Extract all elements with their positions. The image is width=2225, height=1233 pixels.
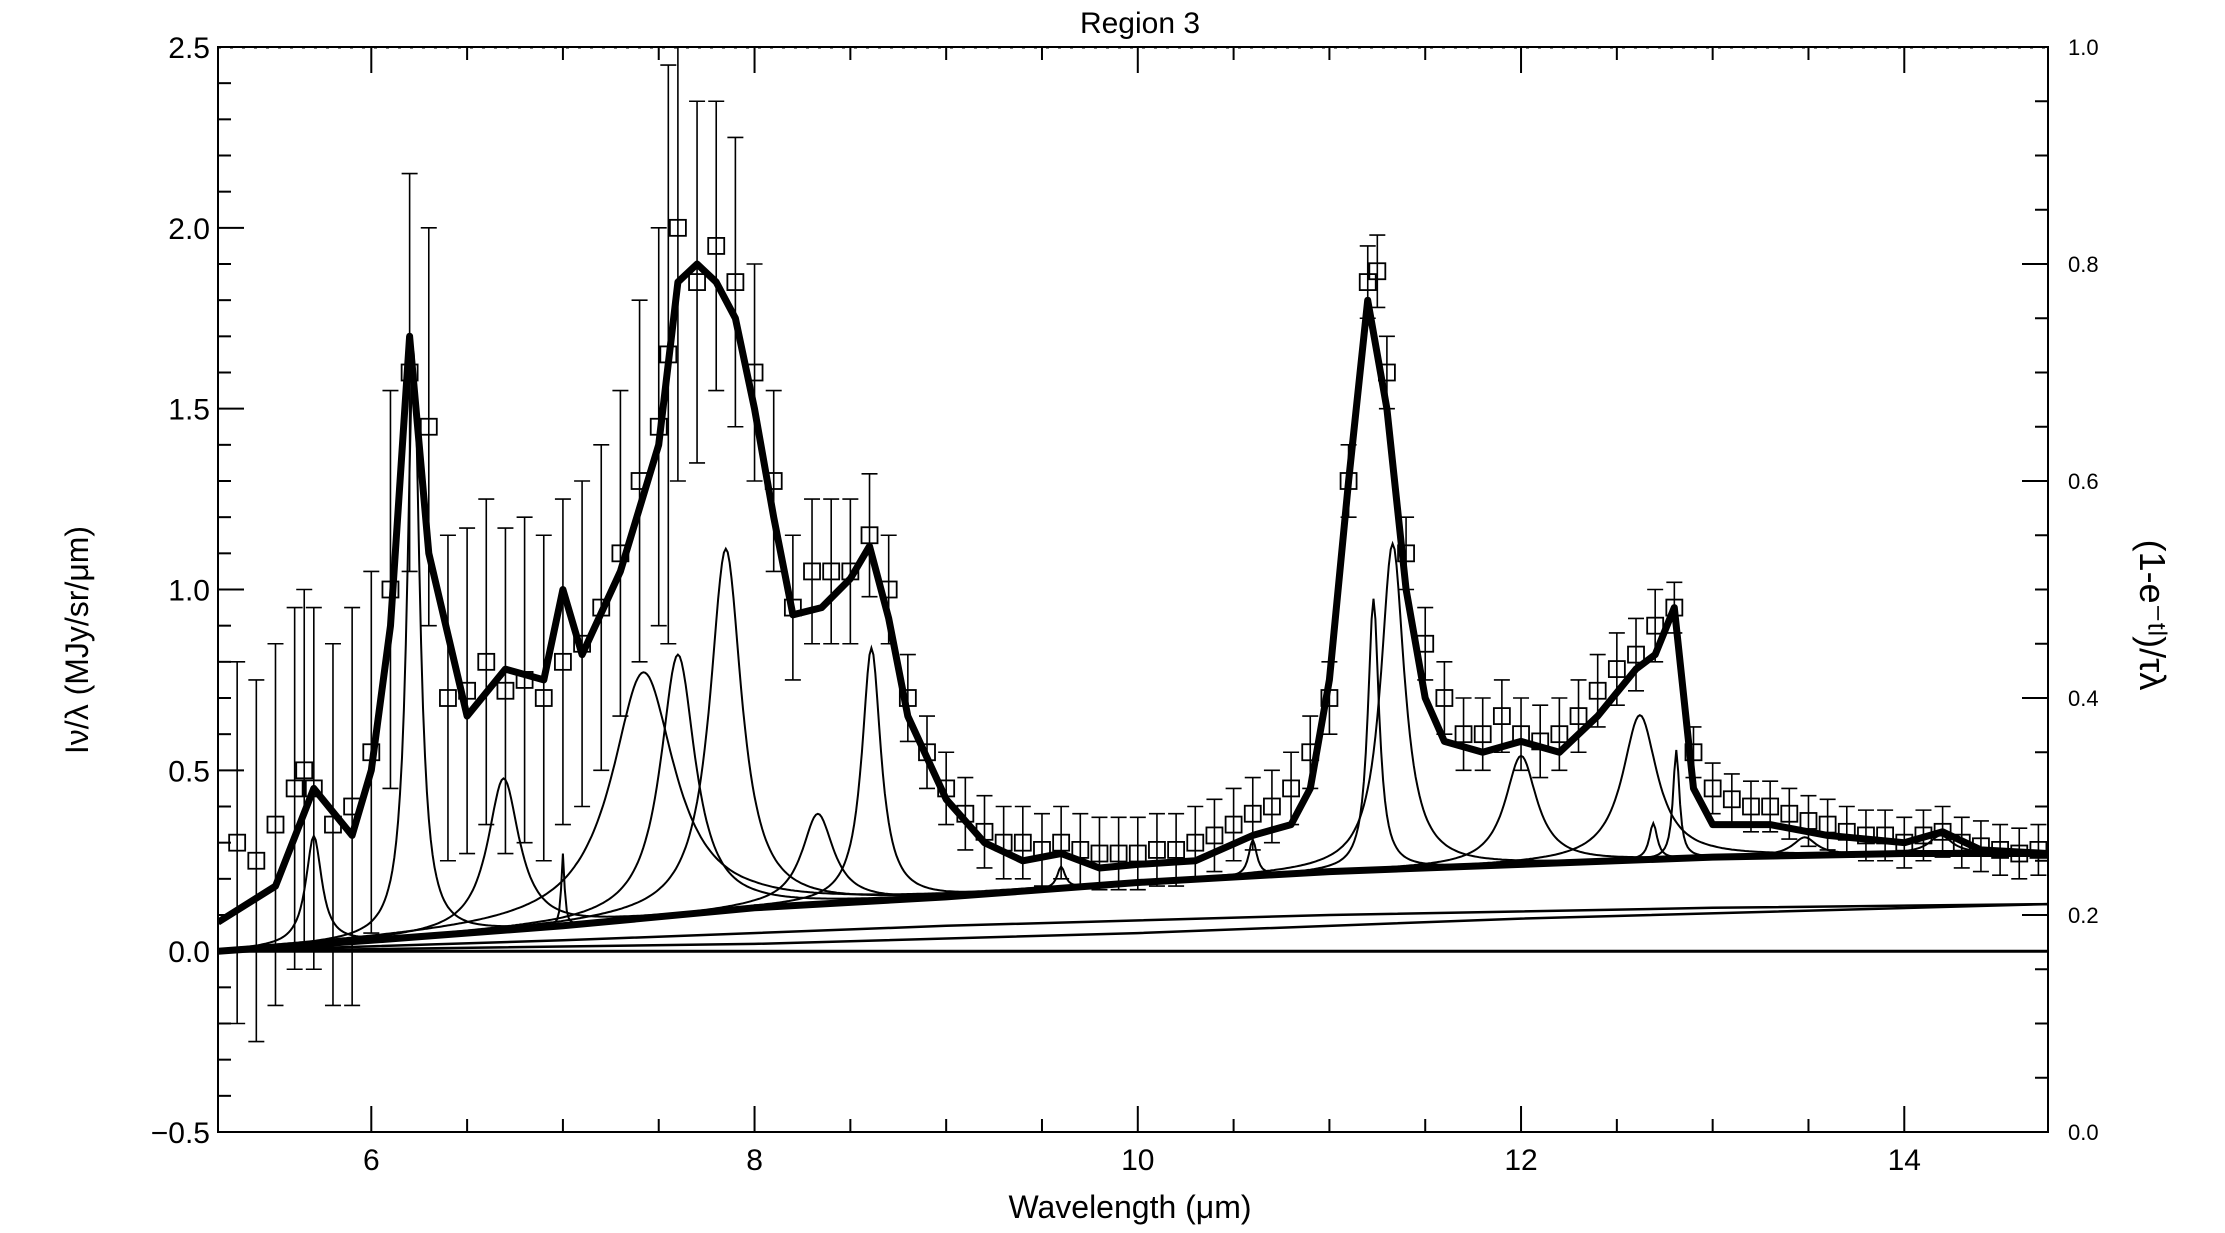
y2-tick-label: 1.0: [2068, 35, 2099, 60]
right-axis-label: (1-e⁻ᵗˡ)/τλ: [2132, 540, 2173, 691]
data-point: [496, 681, 515, 700]
y-tick-label: −0.5: [151, 1117, 210, 1150]
continuum-line: [218, 850, 2048, 955]
y-tick-label: 2.5: [168, 32, 210, 65]
feature-profile-12: [218, 598, 2048, 953]
data-point: [554, 652, 572, 671]
data-point: [726, 273, 745, 291]
data-point: [1569, 707, 1588, 725]
data-point: [1492, 707, 1511, 725]
axes: 6 8 10 12 14 −0.5 0.0 0.5 1.0 1.5 2.0 2.5 0.0 0.2 0.4 0…: [151, 32, 2099, 1177]
data-point: [707, 237, 726, 255]
data-point: [1473, 725, 1492, 744]
data-point: [295, 761, 314, 780]
data-point: [688, 273, 706, 291]
y-tick-label: 0.5: [168, 755, 210, 788]
data-point: [822, 562, 841, 581]
y-tick-label: 0.0: [168, 936, 210, 969]
data-point: [1722, 790, 1741, 809]
data-point: [1013, 833, 1032, 852]
y-tick-label: 1.5: [168, 394, 210, 427]
y2-tick-label: 0.6: [2068, 469, 2099, 494]
y-tick-label: 1.0: [168, 575, 210, 608]
data-point: [1780, 804, 1799, 823]
data-point: [1282, 779, 1300, 798]
feature-profile-2: [218, 351, 2048, 952]
data-point: [1646, 616, 1665, 635]
plot-area: [218, 47, 2048, 1043]
x-tick-label: 12: [1504, 1144, 1537, 1177]
y-axis-label: Iν/λ (MJy/sr/μm): [59, 526, 95, 754]
chart-title: Region 3: [1080, 7, 1200, 40]
y2-tick-label: 0.4: [2068, 686, 2099, 711]
data-point: [1607, 660, 1626, 678]
data-point: [1627, 645, 1645, 664]
y2-tick-label: 0.0: [2068, 1120, 2099, 1145]
data-point: [1435, 689, 1454, 707]
data-point: [534, 689, 553, 707]
y2-tick-label: 0.2: [2068, 903, 2099, 928]
data-point: [1454, 725, 1473, 744]
data-point: [1109, 844, 1128, 863]
data-point: [285, 779, 304, 798]
x-axis-label: Wavelength (μm): [1008, 1189, 1251, 1225]
data-point: [1148, 841, 1166, 859]
continuum-component-line: [218, 902, 2048, 953]
feature-profile-9: [218, 644, 2048, 953]
y-tick-label: 2.0: [168, 213, 210, 246]
data-point: [266, 815, 285, 834]
data-point: [1588, 681, 1607, 700]
data-point: [1368, 262, 1387, 281]
data-point: [1224, 815, 1243, 834]
data-point: [1090, 844, 1109, 863]
data-point: [1358, 273, 1377, 291]
data-point: [1703, 779, 1722, 798]
y2-tick-label: 0.8: [2068, 252, 2099, 277]
data-point: [1243, 804, 1262, 823]
data-point: [247, 851, 266, 870]
data-point: [668, 218, 687, 237]
data-point: [1761, 797, 1780, 816]
data-point: [1205, 826, 1224, 845]
data-point: [1550, 725, 1569, 744]
data-point: [1742, 797, 1760, 816]
x-tick-label: 8: [746, 1144, 763, 1177]
plot-frame: [217, 46, 2049, 1133]
data-point: [1263, 797, 1281, 816]
data-point: [803, 562, 821, 581]
data-point: [477, 652, 496, 671]
data-point: [1186, 833, 1205, 852]
data-point: [439, 689, 457, 707]
x-tick-label: 10: [1121, 1144, 1154, 1177]
x-tick-label: 6: [363, 1144, 380, 1177]
x-tick-label: 14: [1888, 1144, 1921, 1177]
continuum-component-line: [218, 902, 2048, 953]
data-point: [1167, 841, 1186, 859]
total-fit-line: [218, 260, 2048, 926]
